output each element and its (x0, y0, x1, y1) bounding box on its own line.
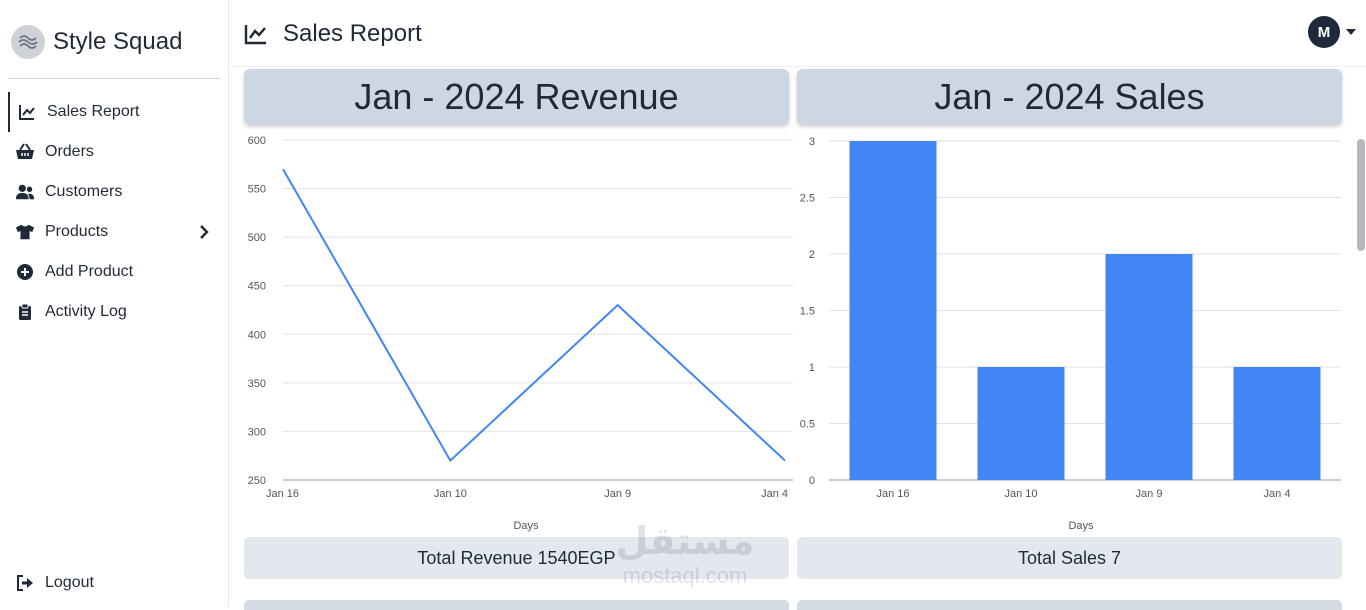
chart-line-icon (17, 102, 37, 122)
sales-bar (1234, 367, 1321, 480)
y-tick-label: 350 (248, 378, 266, 390)
sales-panel-title: Jan - 2024 Sales (797, 69, 1342, 125)
y-tick-label: 2 (809, 249, 815, 261)
y-tick-label: 2.5 (800, 193, 815, 205)
watermark-latin: mostaql.com (600, 564, 770, 588)
sales-bar-chart: 0 0.5 1 1.5 2 2.5 3 Jan 16 Jan 10 Jan 9 Jan 4 Days (790, 128, 1350, 538)
page-title-text: Sales Report (283, 20, 422, 48)
sidebar-item-label: Products (45, 223, 108, 241)
sidebar: Style Squad Sales Report Orders Customer… (0, 0, 229, 607)
y-tick-label: 600 (248, 135, 266, 147)
logout-icon (15, 573, 35, 593)
shirt-icon (15, 222, 35, 242)
x-tick-label: Jan 16 (876, 488, 909, 500)
sidebar-item-sales-report[interactable]: Sales Report (8, 92, 220, 132)
chart-line-icon (243, 21, 269, 47)
sales-next-panel (797, 600, 1342, 610)
sidebar-item-products[interactable]: Products (8, 212, 220, 252)
avatar[interactable]: M (1308, 16, 1340, 48)
sales-bar (978, 367, 1065, 480)
sidebar-item-orders[interactable]: Orders (8, 132, 220, 172)
brand-logo (11, 25, 45, 59)
brand-name: Style Squad (53, 28, 182, 56)
sidebar-item-label: Activity Log (45, 303, 127, 321)
x-tick-label: Jan 9 (1136, 488, 1163, 500)
sidebar-item-label: Sales Report (47, 103, 140, 121)
sales-bar (1106, 254, 1193, 480)
brand[interactable]: Style Squad (11, 22, 182, 62)
sidebar-item-label: Add Product (45, 263, 133, 281)
sidebar-item-label: Orders (45, 143, 94, 161)
chevron-right-icon[interactable] (194, 222, 214, 242)
x-axis-label: Days (1068, 520, 1094, 532)
logout-button[interactable]: Logout (8, 563, 220, 603)
y-tick-label: 1.5 (800, 306, 815, 318)
users-icon (15, 182, 35, 202)
sidebar-item-customers[interactable]: Customers (8, 172, 220, 212)
brand-divider (8, 78, 220, 79)
y-tick-label: 1 (809, 362, 815, 374)
basket-icon (15, 142, 35, 162)
x-tick-label: Jan 16 (266, 488, 299, 500)
top-header: Sales Report M (230, 0, 1366, 67)
x-tick-label: Jan 10 (1004, 488, 1037, 500)
caret-down-icon[interactable] (1346, 29, 1356, 35)
x-tick-label: Jan 9 (604, 488, 631, 500)
page-title: Sales Report (243, 17, 422, 51)
y-tick-label: 0.5 (800, 419, 815, 431)
y-tick-label: 450 (248, 281, 266, 293)
sidebar-item-activity-log[interactable]: Activity Log (8, 292, 220, 332)
y-tick-label: 3 (809, 136, 815, 148)
y-tick-label: 300 (248, 426, 266, 438)
y-tick-label: 250 (248, 475, 266, 487)
y-tick-label: 550 (248, 184, 266, 196)
x-tick-label: Jan 4 (1264, 488, 1291, 500)
y-tick-label: 500 (248, 232, 266, 244)
sales-total: Total Sales 7 (797, 537, 1342, 579)
x-tick-label: Jan 10 (434, 488, 467, 500)
revenue-line-chart: 250 300 350 400 450 500 550 600 Jan 16 Jan 10 Jan … (238, 128, 798, 538)
clipboard-icon (15, 302, 35, 322)
plus-circle-icon (15, 262, 35, 282)
scrollbar-thumb[interactable] (1357, 139, 1365, 251)
sales-bar (850, 141, 937, 480)
x-tick-label: Jan 4 (761, 488, 788, 500)
revenue-series-line (283, 169, 785, 460)
y-tick-label: 400 (248, 329, 266, 341)
revenue-panel-title: Jan - 2024 Revenue (244, 69, 789, 125)
watermark: مستقل mostaql.com (600, 520, 770, 588)
user-menu[interactable]: M (1308, 16, 1356, 48)
y-tick-label: 0 (809, 475, 815, 487)
sidebar-nav: Sales Report Orders Customers Products (8, 92, 220, 332)
revenue-next-panel (244, 600, 789, 610)
watermark-arabic: مستقل (600, 520, 770, 564)
logout-label: Logout (45, 574, 94, 592)
sidebar-item-label: Customers (45, 183, 122, 201)
sidebar-item-add-product[interactable]: Add Product (8, 252, 220, 292)
x-axis-label: Days (513, 520, 539, 532)
